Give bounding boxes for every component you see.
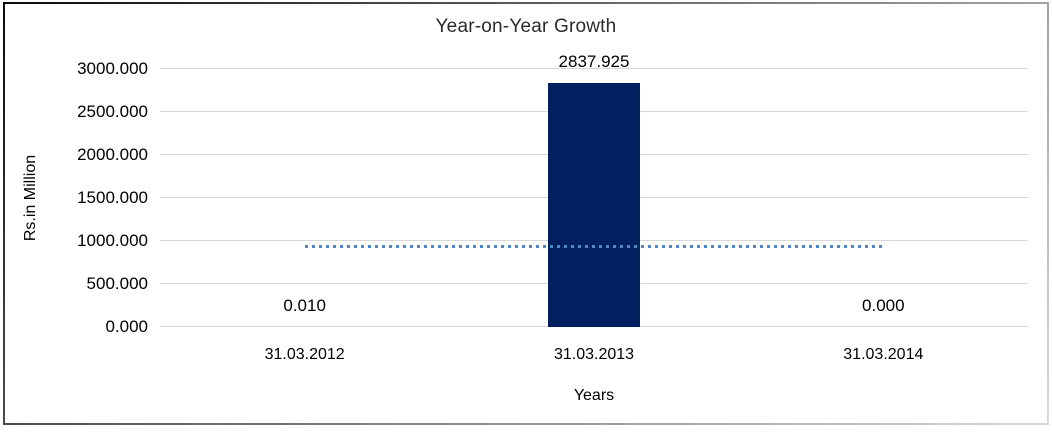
chart-title: Year-on-Year Growth — [435, 16, 617, 37]
x-axis-tick-label: 31.03.2012 — [264, 346, 345, 363]
y-axis-tick-label: 2500.000 — [77, 102, 148, 121]
data-label: 2837.925 — [558, 51, 630, 71]
x-axis-tick-label: 31.03.2014 — [843, 346, 924, 363]
x-axis-tick-label: 31.03.2013 — [553, 346, 635, 363]
x-axis-title: Years — [573, 387, 615, 404]
y-axis-tick-label: 1000.000 — [77, 231, 148, 250]
y-axis-tick-label: 3000.000 — [77, 59, 148, 78]
y-axis-tick-label: 0.000 — [105, 317, 148, 336]
data-label: 0.000 — [862, 296, 905, 315]
bar — [548, 82, 640, 327]
data-label: 0.010 — [283, 295, 326, 315]
y-axis-tick-label: 1500.000 — [77, 188, 148, 207]
y-axis-tick-label: 500.000 — [86, 274, 148, 293]
gridline — [160, 68, 1028, 69]
y-axis-tick-label: 2000.000 — [77, 145, 148, 164]
trendline — [304, 244, 884, 248]
